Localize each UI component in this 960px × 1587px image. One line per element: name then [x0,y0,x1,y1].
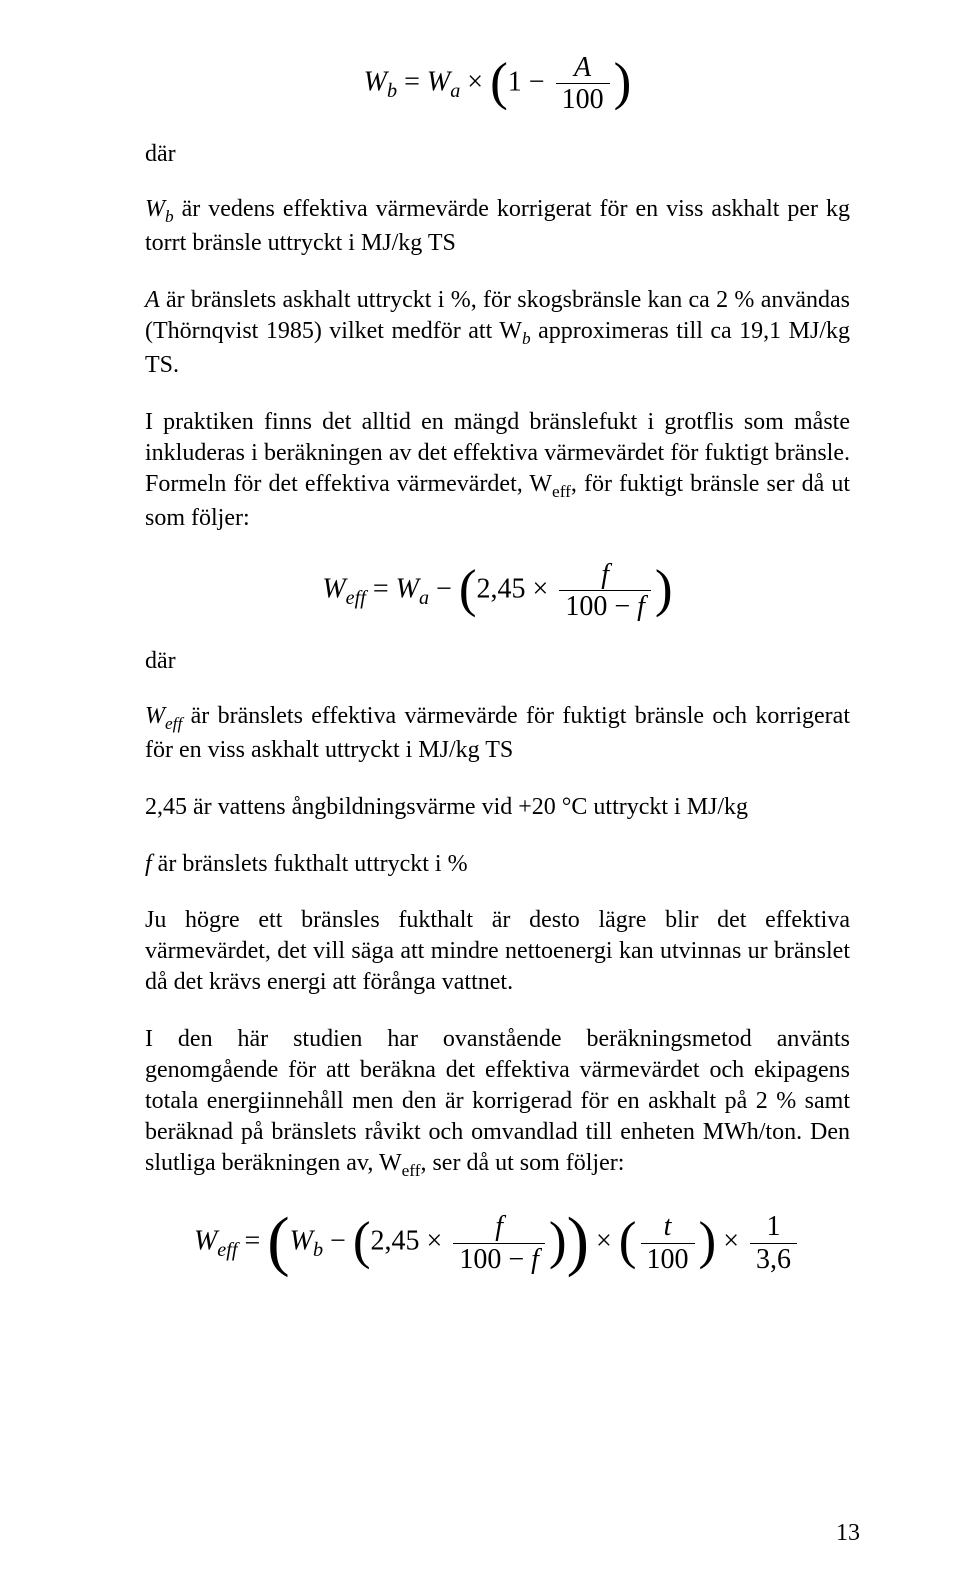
var-W-eff3: W [194,1226,217,1257]
const-245: 2,45 [477,573,526,604]
sub-eff1: eff [552,482,571,501]
paragraph-higher: Ju högre ett bränsles fukthalt är desto … [145,905,850,998]
fraction-f: f 100 − f [559,560,651,622]
var-f: f [145,851,152,877]
times-sign3c: × [723,1226,739,1257]
denominator-100: 100 [556,84,610,114]
sub-eff2: eff [346,587,366,609]
numerator-f2: f [453,1212,545,1243]
sub-a: a [450,80,460,102]
var-W2: W [427,66,450,97]
rparen3b: ) [549,1217,567,1265]
paragraph-A-def: A är bränslets askhalt uttryckt i %, för… [145,285,850,381]
label-dar-1: där [145,141,850,168]
lparen2: ( [459,565,477,613]
var-Wb: W [145,196,165,222]
minus-sign: − [529,66,545,97]
sub-eff5: eff [217,1239,237,1261]
sub-b: b [387,80,397,102]
denominator-36: 3,6 [750,1244,797,1274]
sub-b2: b [165,207,174,226]
document-page: Wb = Wa × (1 − A 100 ) där Wb är vedens … [0,0,960,1587]
const-245b: 2,45 [371,1226,420,1257]
denominator-100-f2: 100 − f [453,1244,545,1274]
sub-eff4: eff [402,1161,421,1180]
paragraph-weff-def: Weff är bränslets effektiva värmevärde f… [145,701,850,766]
times-sign2: × [533,573,549,604]
paragraph-245: 2,45 är vattens ångbildningsvärme vid +2… [145,792,850,823]
sub-a2: a [419,587,429,609]
text-study-rest: , ser då ut som följer: [420,1150,624,1176]
eq-sign: = [404,66,420,97]
times-sign3b: × [596,1226,612,1257]
numerator-t: t [641,1212,695,1243]
lparen3c: ( [619,1217,637,1265]
const-1: 1 [508,66,522,97]
paragraph-f-def: f är bränslets fukthalt uttryckt i % [145,849,850,880]
paragraph-wb-def: Wb är vedens effektiva värmevärde korrig… [145,194,850,259]
numerator-A: A [556,53,610,84]
lparen3a: ( [267,1211,289,1271]
rparen2: ) [655,565,673,613]
fraction-A-100: A 100 [556,53,610,115]
numerator-f: f [559,560,651,591]
rparen: ) [614,58,632,106]
text-wb-rest: är vedens effektiva värmevärde korrigera… [145,196,850,256]
rparen3c: ) [699,1217,717,1265]
label-dar-2: där [145,648,850,675]
times-sign3a: × [427,1226,443,1257]
fraction-t-100: t 100 [641,1212,695,1274]
var-Wb3: W [290,1226,313,1257]
minus-sign2: − [436,573,452,604]
rparen3a: ) [567,1211,589,1271]
var-W-eff: W [322,573,345,604]
eq-sign3: = [244,1226,260,1257]
fraction-f2: f 100 − f [453,1212,545,1274]
paragraph-practice: I praktiken finns det alltid en mängd br… [145,407,850,534]
page-number: 13 [836,1520,860,1547]
equation-2: Weff = Wa − (2,45 × f 100 − f ) [145,560,850,622]
sub-eff3: eff [165,713,182,732]
minus-sign3: − [330,1226,346,1257]
lparen: ( [490,58,508,106]
var-A: A [145,287,160,313]
var-Wa2: W [396,573,419,604]
denominator-100-f: 100 − f [559,591,651,621]
fraction-1-36: 1 3,6 [750,1212,797,1274]
sub-b3: b [522,329,531,348]
times-sign: × [467,66,483,97]
lparen3b: ( [353,1217,371,1265]
equation-1: Wb = Wa × (1 − A 100 ) [145,53,850,115]
paragraph-study: I den här studien har ovanstående beräkn… [145,1024,850,1182]
eq-sign2: = [373,573,389,604]
numerator-1: 1 [750,1212,797,1243]
text-f-rest: är bränslets fukthalt uttryckt i % [152,851,468,877]
var-Weff: W [145,703,165,729]
sub-b4: b [313,1239,323,1261]
text-weff-rest: är bränslets effektiva värmevärde för fu… [145,703,850,763]
equation-3: Weff = (Wb − (2,45 × f 100 − f )) × ( t … [145,1212,850,1274]
var-W: W [364,66,387,97]
denominator-100b: 100 [641,1244,695,1274]
